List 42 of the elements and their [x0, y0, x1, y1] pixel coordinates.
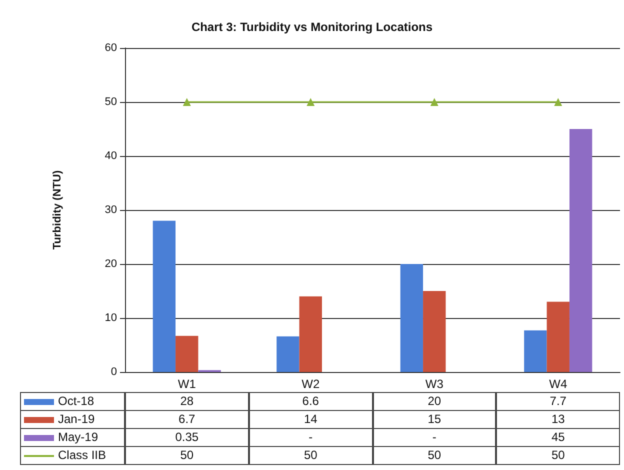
y-axis-title: Turbidity (NTU): [52, 170, 64, 250]
y-tick-label: 10: [104, 312, 117, 324]
bar: [152, 220, 176, 372]
chart-title: Chart 3: Turbidity vs Monitoring Locations: [191, 20, 433, 34]
text: -: [308, 430, 313, 444]
bar: [546, 302, 570, 372]
legend-label: Class IIB: [20, 446, 125, 465]
bar: [276, 336, 300, 372]
bar: [524, 330, 547, 372]
data-label: 13: [496, 410, 620, 429]
data-label: 0.35: [125, 428, 249, 447]
y-tick-label: 0: [110, 366, 117, 378]
x-tick-label: W1: [178, 377, 196, 391]
bar: [299, 296, 322, 372]
bar: [400, 264, 424, 372]
legend-label: Jan-19: [20, 410, 125, 429]
legend-label: Oct-18: [20, 392, 125, 411]
data-label: 28: [125, 392, 249, 411]
data-label: 50: [248, 446, 372, 465]
bar: [176, 336, 198, 372]
data-label: 45: [496, 428, 620, 447]
x-tick-label: W4: [549, 377, 568, 391]
text: -: [432, 430, 436, 444]
x-tick-label: W2: [302, 377, 320, 391]
data-label: 6.6: [248, 392, 372, 411]
data-label: 50: [125, 446, 249, 465]
data-label: 14: [248, 410, 372, 429]
data-label: 20: [372, 392, 496, 411]
bar: [423, 291, 446, 372]
data-label: 50: [496, 446, 620, 465]
data-label: 7.7: [496, 392, 620, 411]
legend-label: May-19: [20, 428, 125, 447]
data-label: 15: [372, 410, 496, 429]
y-tick-label: 30: [104, 204, 117, 216]
data-label: 6.7: [125, 410, 249, 429]
y-tick-label: 50: [104, 96, 117, 108]
data-label: 50: [372, 446, 496, 465]
x-tick-label: W3: [425, 377, 444, 391]
y-tick-label: 60: [104, 42, 117, 54]
y-tick-label: 40: [104, 150, 117, 162]
y-tick-label: 20: [104, 258, 117, 270]
bar: [569, 129, 592, 372]
